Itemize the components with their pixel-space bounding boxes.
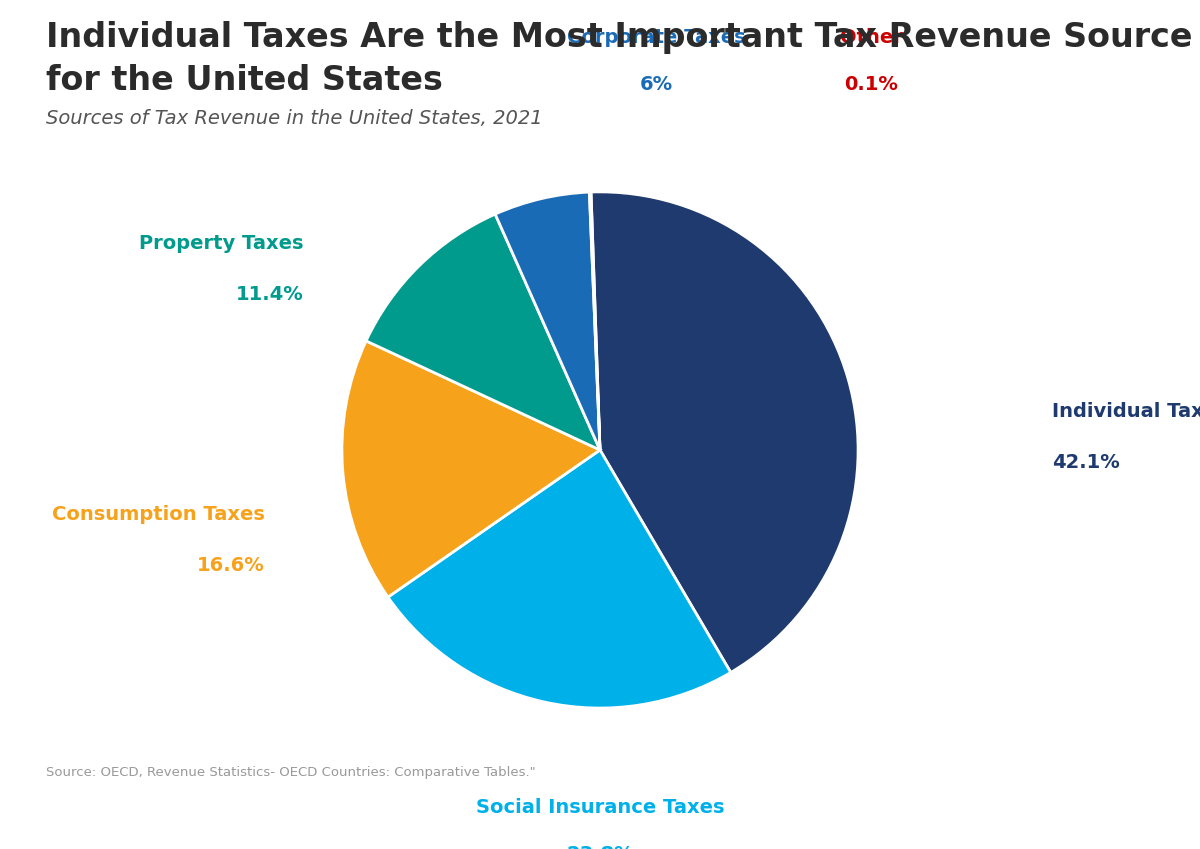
- Text: Other: Other: [840, 28, 902, 48]
- Text: for the United States: for the United States: [46, 64, 443, 97]
- Text: @TaxFoundation: @TaxFoundation: [1026, 809, 1174, 828]
- Text: Individual Taxes Are the Most Important Tax Revenue Source: Individual Taxes Are the Most Important …: [46, 21, 1192, 54]
- Text: Corporate Taxes: Corporate Taxes: [568, 28, 746, 48]
- Text: 0.1%: 0.1%: [844, 75, 898, 93]
- Text: 6%: 6%: [641, 75, 673, 93]
- Text: Social Insurance Taxes: Social Insurance Taxes: [475, 798, 725, 818]
- Text: 42.1%: 42.1%: [1051, 453, 1120, 472]
- Wedge shape: [366, 214, 600, 450]
- Text: Sources of Tax Revenue in the United States, 2021: Sources of Tax Revenue in the United Sta…: [46, 109, 542, 127]
- Wedge shape: [589, 192, 600, 450]
- Text: Individual Taxes: Individual Taxes: [1051, 402, 1200, 421]
- Text: 23.8%: 23.8%: [566, 845, 634, 849]
- Text: Consumption Taxes: Consumption Taxes: [52, 505, 264, 524]
- Wedge shape: [496, 192, 600, 450]
- Wedge shape: [590, 192, 858, 672]
- Text: TAX FOUNDATION: TAX FOUNDATION: [26, 808, 233, 829]
- Text: 16.6%: 16.6%: [197, 556, 264, 576]
- Text: Source: OECD, Revenue Statistics- OECD Countries: Comparative Tables.": Source: OECD, Revenue Statistics- OECD C…: [46, 766, 535, 779]
- Text: Property Taxes: Property Taxes: [139, 234, 304, 253]
- Wedge shape: [342, 341, 600, 597]
- Text: 11.4%: 11.4%: [235, 285, 304, 304]
- Wedge shape: [388, 450, 731, 708]
